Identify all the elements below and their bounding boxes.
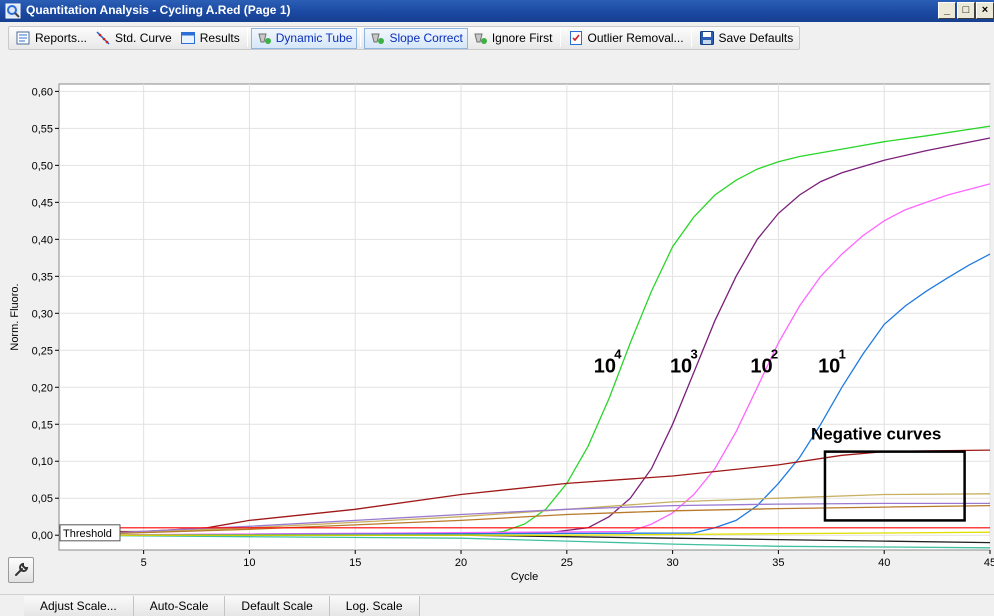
x-axis-ticks: 5 10 15 20 25 30 35 40 45 [141, 550, 994, 569]
x-tick-label: 10 [243, 557, 255, 569]
reports-label: Reports... [35, 31, 88, 45]
x-tick-label: 30 [666, 557, 678, 569]
dilution-label-4: 10 [818, 355, 840, 377]
y-tick-label: 0,60 [32, 86, 53, 98]
wrench-icon [15, 562, 29, 576]
y-axis-ticks: 0,00 0,05 0,10 0,15 0,20 0,25 0,30 0,35 0,40 0,45… [32, 86, 59, 542]
x-tick-label: 35 [772, 557, 784, 569]
outlier-removal-icon [569, 31, 582, 45]
series-line-6[interactable] [58, 493, 991, 536]
adjust-scale-button[interactable]: Adjust Scale... [24, 596, 134, 616]
ignore-first-icon [474, 33, 487, 44]
ignore-first-label: Ignore First [491, 31, 553, 45]
std-curve-icon [96, 31, 110, 45]
dilution-exponent-1: 4 [614, 346, 622, 361]
threshold-label-box [59, 524, 121, 542]
dilution-exponent-2: 3 [690, 346, 697, 361]
save-defaults-button[interactable]: Save Defaults [695, 28, 798, 48]
negative-curves-box [823, 450, 966, 522]
y-tick-label: 0,10 [32, 456, 53, 468]
y-tick-label: 0,00 [32, 530, 53, 542]
dynamic-tube-button[interactable]: Dynamic Tube [250, 27, 358, 49]
std-curve-label: Std. Curve [115, 31, 172, 45]
results-table-icon [180, 32, 195, 44]
x-tick-label: 25 [561, 557, 573, 569]
close-button[interactable]: × [976, 2, 994, 19]
dilution-exponent-3: 2 [771, 346, 778, 361]
chart-tools-button[interactable] [8, 557, 34, 583]
slope-correct-button[interactable]: Slope Correct [364, 27, 468, 49]
x-axis-title: Cycle [511, 571, 539, 583]
y-tick-label: 0,50 [32, 160, 53, 172]
series-line-9[interactable] [58, 534, 991, 549]
series-line-4[interactable] [58, 253, 991, 536]
x-tick-label: 15 [349, 557, 361, 569]
plot-background [58, 83, 991, 551]
save-defaults-label: Save Defaults [718, 31, 794, 45]
toolbar-separator [360, 29, 362, 47]
dynamic-tube-icon [258, 33, 271, 44]
series-line-1[interactable] [59, 125, 991, 536]
series-line-11[interactable] [59, 531, 991, 536]
outlier-removal-label: Outlier Removal... [587, 31, 684, 45]
toolbar-strip: Reports... Std. Curve Results [8, 26, 801, 50]
y-tick-label: 0,45 [32, 197, 53, 209]
results-button[interactable]: Results [176, 28, 244, 48]
series-line-7[interactable] [58, 502, 990, 536]
dynamic-tube-label: Dynamic Tube [275, 31, 353, 45]
y-tick-label: 0,15 [32, 419, 53, 431]
dilution-label-2: 10 [670, 355, 692, 377]
ignore-first-button[interactable]: Ignore First [468, 28, 557, 48]
log-scale-button[interactable]: Log. Scale [329, 596, 420, 616]
report-icon [16, 31, 30, 45]
auto-scale-button[interactable]: Auto-Scale [133, 596, 226, 616]
chart-pane: 0,00 0,05 0,10 0,15 0,20 0,25 0,30 0,35 0,40 0,45… [0, 70, 994, 585]
minimize-button[interactable]: _ [938, 2, 956, 19]
x-tick-label: 40 [878, 557, 890, 569]
series-line-2[interactable] [58, 137, 991, 536]
series-group [58, 125, 991, 549]
y-tick-label: 0,20 [32, 382, 53, 394]
dilution-label-1: 10 [594, 355, 616, 377]
reports-button[interactable]: Reports... [11, 28, 91, 48]
results-label: Results [199, 31, 240, 45]
maximize-button[interactable]: □ [957, 2, 975, 19]
toolbar-separator [246, 29, 248, 47]
y-tick-label: 0,35 [32, 271, 53, 283]
dilution-exponent-4: 1 [839, 346, 846, 361]
x-tick-label: 20 [455, 557, 467, 569]
toolbar-separator [559, 29, 561, 47]
std-curve-button[interactable]: Std. Curve [91, 28, 176, 48]
amplification-chart[interactable]: 0,00 0,05 0,10 0,15 0,20 0,25 0,30 0,35 0,40 0,45… [0, 70, 994, 585]
y-axis-title: Norm. Fluoro. [9, 283, 21, 350]
y-tick-label: 0,40 [32, 234, 53, 246]
threshold-label: Threshold [63, 528, 112, 540]
default-scale-button[interactable]: Default Scale [225, 596, 330, 616]
y-tick-label: 0,30 [32, 308, 53, 320]
outlier-removal-button[interactable]: Outlier Removal... [564, 28, 688, 48]
title-bar: Quantitation Analysis - Cycling A.Red (P… [0, 0, 994, 22]
window-title: Quantitation Analysis - Cycling A.Red (P… [26, 3, 291, 17]
scale-bar: Adjust Scale... Auto-Scale Default Scale… [0, 594, 994, 616]
x-tick-label: 45 [984, 557, 994, 569]
magnifier-chart-icon [5, 3, 21, 19]
window-controls: _ □ × [937, 2, 994, 20]
save-icon [699, 31, 714, 45]
series-line-3[interactable] [58, 183, 991, 536]
toolbar: Reports... Std. Curve Results [0, 22, 994, 70]
x-tick-label: 5 [141, 557, 147, 569]
slope-correct-icon [371, 33, 385, 44]
y-tick-label: 0,05 [32, 493, 53, 505]
y-tick-label: 0,55 [32, 123, 53, 135]
negative-curves-label: Negative curves [811, 425, 941, 444]
dilution-label-3: 10 [750, 355, 772, 377]
y-tick-label: 0,25 [32, 345, 53, 357]
toolbar-separator [690, 29, 692, 47]
slope-correct-label: Slope Correct [389, 31, 463, 45]
scale-tabs: Adjust Scale... Auto-Scale Default Scale… [24, 596, 420, 616]
